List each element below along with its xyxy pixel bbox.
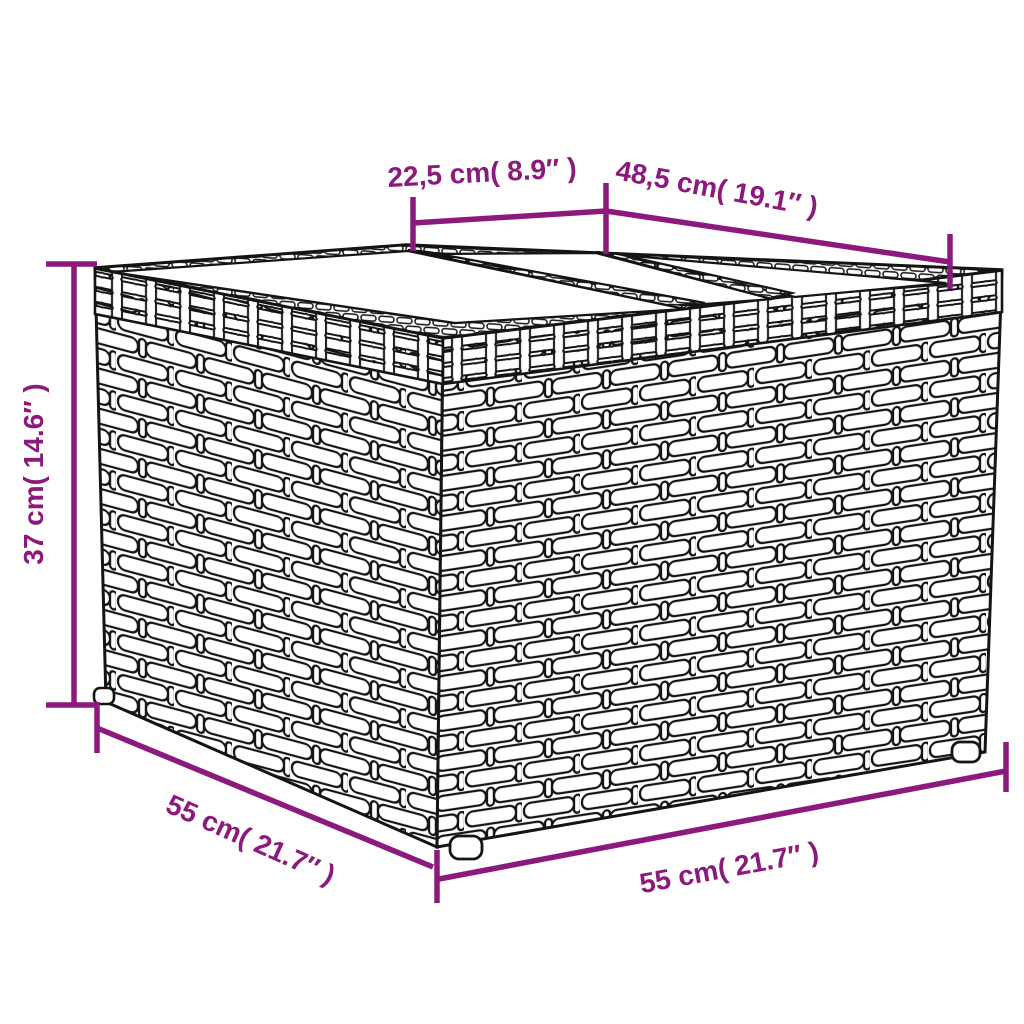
dimension-label-top-right: 48,5 cm( 19.1″ ) (613, 155, 820, 223)
dimension-line-depth (94, 702, 440, 903)
dimension-label-depth: 55 cm( 21.7″ ) (162, 788, 340, 890)
dimension-label-top-left: 22,5 cm( 8.9″ ) (387, 152, 578, 193)
dimension-line-height (46, 261, 99, 708)
table-illustration (92, 243, 1004, 861)
table-foot-left (92, 686, 116, 706)
dimension-line-width (438, 742, 1009, 882)
dimension-label-width: 55 cm( 21.7″ ) (637, 836, 821, 900)
table-foot-front (448, 834, 484, 861)
table-foot-right (950, 740, 982, 764)
dimension-line-top-right (605, 208, 953, 289)
glass-divider-strip-2 (595, 250, 797, 301)
glass-divider-strip-1 (407, 248, 706, 311)
dimension-line-top-left (410, 183, 609, 254)
dimension-label-height: 37 cm( 14.6″ ) (18, 383, 49, 565)
